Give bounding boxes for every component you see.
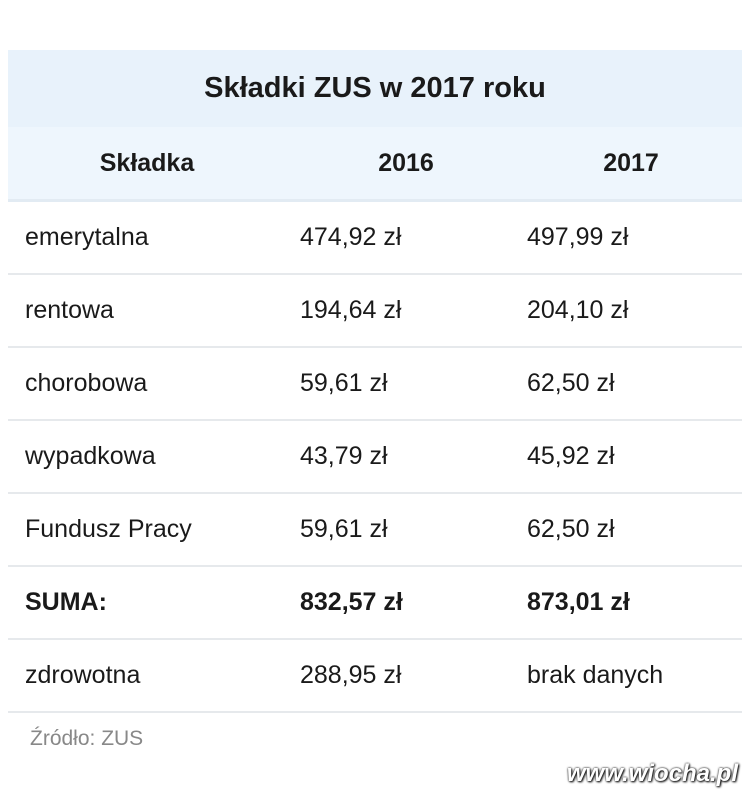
table: Składki ZUS w 2017 roku Składka 2016 2017 … (8, 50, 742, 713)
table-cell: 45,92 zł (527, 442, 615, 470)
title: Składki ZUS w 2017 roku (8, 50, 742, 127)
table-cell: wypadkowa (25, 442, 156, 470)
source: Źródło: ZUS (30, 727, 144, 750)
table-row: zdrowotna 288,95 zł brak danych (8, 640, 742, 713)
table-body: emerytalna 474,92 zł 497,99 zł rentowa 194,6… (8, 202, 742, 713)
table-row: emerytalna 474,92 zł 497,99 zł (8, 202, 742, 275)
table-cell: 59,61 zł (300, 369, 388, 397)
table-cell: 873,01 zł (527, 588, 630, 616)
table-cell: chorobowa (25, 369, 148, 397)
header-cell: 2016 (378, 148, 434, 177)
table-cell: 59,61 zł (300, 515, 388, 543)
table-cell: 832,57 zł (300, 588, 403, 616)
table-row: Fundusz Pracy 59,61 zł 62,50 zł (8, 494, 742, 567)
table-row: wypadkowa 43,79 zł 45,92 zł (8, 421, 742, 494)
table-cell: 43,79 zł (300, 442, 388, 470)
table-cell: zdrowotna (25, 661, 141, 689)
table-cell: 474,92 zł (300, 223, 402, 251)
table-row: chorobowa 59,61 zł 62,50 zł (8, 348, 742, 421)
table-cell: 194,64 zł (300, 296, 402, 324)
header-cell: 2017 (603, 148, 659, 177)
table-cell: 497,99 zł (527, 223, 629, 251)
header-cell: Składka (99, 148, 195, 177)
table-cell: emerytalna (25, 223, 149, 251)
table-row: SUMA: 832,57 zł 873,01 zł (8, 567, 742, 640)
table-cell: 288,95 zł (300, 661, 402, 689)
table-row: rentowa 194,64 zł 204,10 zł (8, 275, 742, 348)
table-cell: SUMA: (25, 588, 107, 616)
table-cell: 62,50 zł (527, 369, 615, 397)
table-cell: brak danych (527, 661, 664, 689)
table-cell: Fundusz Pracy (25, 515, 192, 543)
header-row: Składka 2016 2017 (8, 127, 742, 202)
table-cell: rentowa (25, 296, 114, 324)
table-cell: 62,50 zł (527, 515, 615, 543)
watermark: www.wiocha.pl (566, 760, 738, 787)
table-cell: 204,10 zł (527, 296, 629, 324)
